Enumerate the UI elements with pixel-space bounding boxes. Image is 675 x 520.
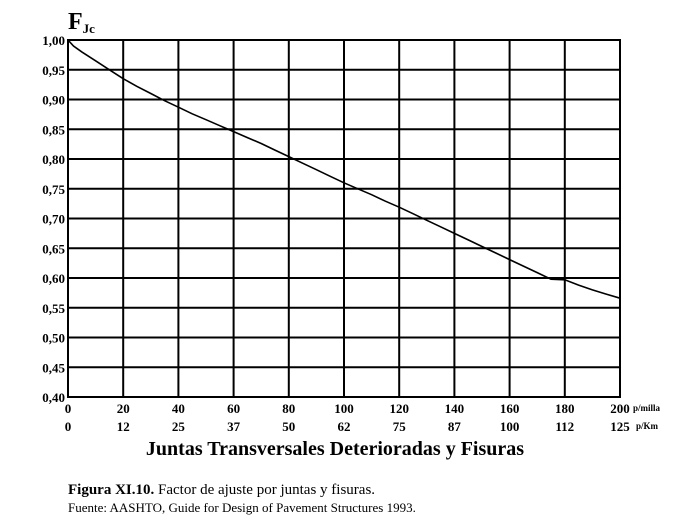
plot-frame (67, 39, 621, 398)
y-tick-label: 0,85 (42, 122, 65, 137)
x-tick-label: 60 (227, 401, 240, 416)
x-tick-label: 20 (117, 401, 130, 416)
x-tick-label-km: 0 (65, 419, 72, 434)
x-tick-label-km: 112 (555, 419, 574, 434)
y-tick-label: 0,70 (42, 212, 65, 227)
y-tick-label: 0,95 (42, 63, 65, 78)
x-tick-label: 120 (389, 401, 409, 416)
y-tick-label: 0,60 (42, 271, 65, 286)
x-tick-label-km: 12 (117, 419, 130, 434)
x-tick-label: 200 (610, 401, 630, 416)
x-tick-label: 100 (334, 401, 354, 416)
y-tick-label: 0,55 (42, 301, 65, 316)
figure-text: Factor de ajuste por juntas y fisuras. (154, 482, 376, 498)
y-tick-label: 1,00 (42, 33, 65, 48)
y-tick-labels: 1,00 0,95 0,90 0,85 0,80 0,75 0,70 0,65 0,60 0,55… (42, 33, 65, 405)
x-tick-label-km: 75 (393, 419, 407, 434)
x-tick-label-km: 87 (448, 419, 462, 434)
x-tick-label: 140 (445, 401, 465, 416)
grid-lines (68, 40, 620, 397)
y-tick-label: 0,40 (42, 390, 65, 405)
x-tick-label: 40 (172, 401, 185, 416)
x-tick-label: 0 (65, 401, 72, 416)
x-tick-label: 160 (500, 401, 520, 416)
x-tick-label-km: 37 (227, 419, 241, 434)
x-axis-label: Juntas Transversales Deterioradas y Fisu… (146, 438, 524, 460)
x-unit-secondary: p/Km (636, 421, 659, 431)
x-tick-label-km: 125 (610, 419, 630, 434)
series-line (67, 39, 621, 299)
y-tick-label: 0,80 (42, 152, 65, 167)
y-tick-label: 0,90 (42, 93, 65, 108)
x-tick-label-km: 100 (500, 419, 520, 434)
x-tick-label-km: 62 (338, 419, 351, 434)
x-tick-label-km: 50 (282, 419, 295, 434)
x-tick-labels: 0 20 40 60 80 100 120 140 160 180 200 (65, 401, 630, 416)
y-tick-label: 0,75 (42, 182, 65, 197)
x-tick-label: 180 (555, 401, 575, 416)
x-tick-label-km: 25 (172, 419, 186, 434)
figure-label: Figura XI.10. (68, 482, 155, 498)
y-tick-label: 0,65 (42, 241, 65, 256)
x-unit-primary: p/milla (633, 403, 661, 413)
chart: 1,00 0,95 0,90 0,85 0,80 0,75 0,70 0,65 0,60 0,55… (42, 9, 661, 460)
y-tick-label: 0,45 (42, 360, 65, 375)
x-tick-labels-km: 0 12 25 37 50 62 75 87 100 112 125 (65, 419, 631, 434)
figure-caption: Figura XI.10. Factor de ajuste por junta… (68, 482, 375, 499)
figure-source: Fuente: AASHTO, Guide for Design of Pave… (68, 500, 416, 515)
y-axis-symbol: FJc (68, 9, 95, 36)
x-tick-label: 80 (282, 401, 295, 416)
y-tick-label: 0,50 (42, 331, 65, 346)
